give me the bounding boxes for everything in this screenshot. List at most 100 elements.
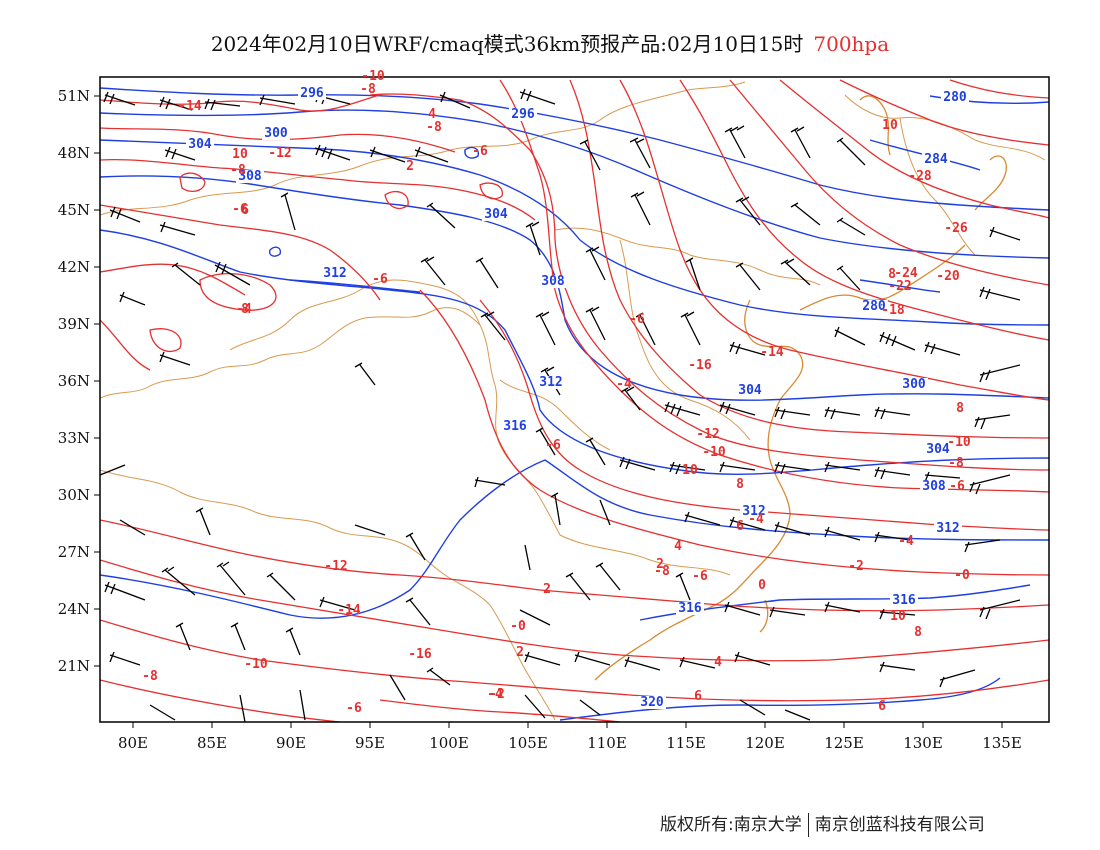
height-label: 312 xyxy=(936,521,959,536)
lat-label: 39N xyxy=(58,315,90,333)
height-label: 300 xyxy=(264,126,288,141)
temperature-label: -14 xyxy=(178,99,202,114)
temperature-label: -6 xyxy=(949,479,965,494)
temperature-label: 4 xyxy=(428,107,436,122)
longitude-labels: 80E 85E 90E 95E 100E 105E 110E 115E 120E 125E 130E… xyxy=(118,734,1022,752)
temperature-label: -6 xyxy=(545,438,561,453)
height-label-bg xyxy=(537,376,565,389)
title-text: 2024年02月10日WRF/cmaq模式36km预报产品:02月10日15时 xyxy=(210,32,804,56)
copyright-footer: 版权所有:南京大学 南京创蓝科技有限公司 xyxy=(660,810,985,837)
height-label: 304 xyxy=(738,383,762,398)
lat-label: 51N xyxy=(58,87,90,105)
height-label: 316 xyxy=(892,593,916,608)
height-label-bg xyxy=(321,267,349,280)
temperature-label: 4 xyxy=(674,539,682,554)
temperature-label: -24 xyxy=(894,266,918,281)
height-label-bg xyxy=(924,443,952,456)
temperature-label: 6 xyxy=(694,689,702,704)
temperature-label: 10 xyxy=(890,609,906,624)
axis-ticks xyxy=(94,95,1003,728)
temperature-label: 6 xyxy=(736,519,744,534)
copyright-left: 版权所有:南京大学 xyxy=(660,815,802,835)
temperature-label: -4 xyxy=(487,687,503,702)
temperature-label: -4 xyxy=(898,534,914,549)
temperature-label: -10 xyxy=(244,657,268,672)
temperature-label: -8 xyxy=(654,564,670,579)
height-label-bg xyxy=(539,275,567,288)
temperature-label: -8 xyxy=(948,456,964,471)
temperature-label: -8 xyxy=(142,669,158,684)
temperature-label: -6 xyxy=(692,569,708,584)
height-label: 284 xyxy=(924,152,948,167)
temperature-label: 2 xyxy=(516,645,524,660)
height-label: 304 xyxy=(926,442,950,457)
temperature-label: -0 xyxy=(510,619,526,634)
temperature-label: 0 xyxy=(758,578,766,593)
height-label: 300 xyxy=(902,377,926,392)
height-label: 308 xyxy=(238,169,262,184)
height-label-bg xyxy=(860,300,888,313)
map-title: 2024年02月10日WRF/cmaq模式36km预报产品:02月10日15时 7… xyxy=(0,28,1100,57)
temperature-label: 6 xyxy=(241,203,249,218)
height-label: 312 xyxy=(539,375,562,390)
temperature-label: 8 xyxy=(241,302,249,317)
lon-label: 130E xyxy=(903,734,943,752)
temperature-label: -10 xyxy=(702,445,726,460)
temperature-label: -20 xyxy=(936,269,960,284)
lon-label: 95E xyxy=(355,734,385,752)
height-label-bg xyxy=(676,602,704,615)
height-label-bg xyxy=(262,127,290,140)
height-label: 280 xyxy=(943,90,967,105)
lat-label: 27N xyxy=(58,543,90,561)
lon-label: 135E xyxy=(982,734,1022,752)
lat-label: 24N xyxy=(58,600,90,618)
height-label-bg xyxy=(236,170,264,183)
temperature-label: 8 xyxy=(914,625,922,640)
coastline xyxy=(594,95,1007,681)
temperature-label: -6 xyxy=(232,202,248,217)
lon-label: 100E xyxy=(429,734,469,752)
height-contours xyxy=(100,87,1049,721)
temperature-label: -14 xyxy=(760,345,784,360)
temperature-label: -10 xyxy=(947,435,971,450)
lon-label: 125E xyxy=(824,734,864,752)
temperature-label: -26 xyxy=(944,221,968,236)
wind-barbs xyxy=(100,88,1021,722)
lon-label: 105E xyxy=(508,734,548,752)
height-label: 320 xyxy=(640,695,664,710)
temperature-label: -10 xyxy=(361,69,385,84)
temperature-label: 6 xyxy=(878,699,886,714)
height-label-bg xyxy=(501,420,529,433)
height-label-bg xyxy=(736,384,764,397)
lat-label: 21N xyxy=(58,657,90,675)
lat-label: 48N xyxy=(58,144,90,162)
temperature-label: -8 xyxy=(360,82,376,97)
height-label: 312 xyxy=(742,504,765,519)
lat-label: 42N xyxy=(58,258,90,276)
temperature-label: -8 xyxy=(230,163,246,178)
temperature-label: 8 xyxy=(888,267,896,282)
height-label-bg xyxy=(298,87,326,100)
temperature-contour-labels: -10-8-14-8-610 -12-8-6-6-4-6-4-10-16-14-6… xyxy=(142,69,971,716)
height-label: 312 xyxy=(323,266,346,281)
lat-label: 36N xyxy=(58,372,90,390)
temperature-label: -12 xyxy=(696,427,719,442)
height-label: 280 xyxy=(862,299,886,314)
temperature-label: 4 xyxy=(714,655,722,670)
temperature-label: -2 xyxy=(489,687,505,702)
lon-label: 110E xyxy=(587,734,627,752)
temperature-label: -16 xyxy=(408,647,432,662)
plot-frame xyxy=(99,76,1050,723)
temperature-label: -16 xyxy=(688,358,712,373)
height-label: 308 xyxy=(922,479,946,494)
height-label: 316 xyxy=(678,601,702,616)
height-label: 304 xyxy=(188,137,212,152)
lat-label: 45N xyxy=(58,201,90,219)
temperature-label: -12 xyxy=(324,559,347,574)
temperature-label: -8 xyxy=(426,120,442,135)
pressure-level-label: 700hpa xyxy=(813,32,890,56)
height-label-bg xyxy=(509,108,537,121)
lon-label: 85E xyxy=(197,734,227,752)
temperature-label: -14 xyxy=(337,603,361,618)
